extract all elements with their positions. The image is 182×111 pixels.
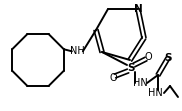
Text: NH: NH xyxy=(70,46,85,56)
Text: S: S xyxy=(127,63,135,73)
Text: S: S xyxy=(164,53,172,63)
Text: N: N xyxy=(134,4,142,14)
Text: O: O xyxy=(109,73,117,83)
Text: HN: HN xyxy=(148,88,162,98)
Text: O: O xyxy=(144,52,152,62)
Text: HN: HN xyxy=(133,78,147,88)
